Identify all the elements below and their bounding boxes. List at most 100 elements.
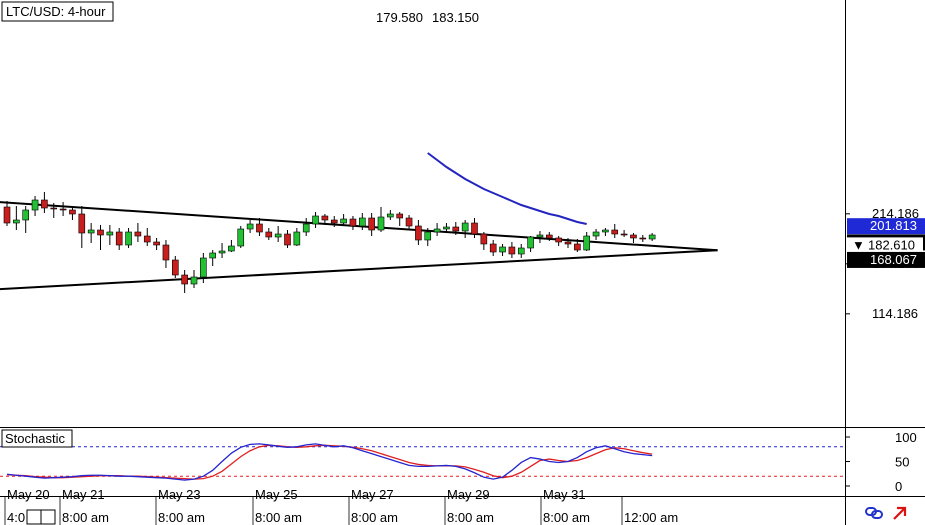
candle-body (405, 217, 413, 227)
ma-value-2: 183.150 (432, 10, 479, 25)
price-tick-label: 114.186 (872, 306, 918, 321)
candle-body (555, 237, 562, 243)
candle-body (284, 233, 291, 246)
candle-body (218, 250, 226, 254)
time-label-date: May 27 (351, 487, 394, 502)
time-label-hour: 8:00 am (447, 510, 494, 525)
candle-body (312, 215, 319, 225)
price-tag-current: 182.610 (868, 237, 915, 252)
candle-body (517, 247, 525, 255)
candle-body (162, 244, 170, 261)
candle-body (471, 222, 478, 235)
candle-body (172, 259, 179, 276)
time-axis-layer: May 20 4:0 May 21 8:00 am May 23 8:00 am May 2… (4, 487, 678, 525)
ma-value-1: 179.580 (376, 10, 423, 25)
candle-body (97, 229, 104, 236)
title-box (1, 1, 114, 22)
arrow-icon[interactable] (893, 506, 907, 520)
price-tick-label: 214.186 (872, 206, 919, 221)
time-label-date: May 21 (62, 487, 105, 502)
candle-layer (3, 192, 656, 293)
stochastic-layer (0, 443, 845, 481)
trendline-layer (0, 201, 718, 291)
candle-body (433, 228, 441, 233)
time-label-date: May 25 (255, 487, 298, 502)
candle-body (489, 243, 497, 253)
candle-body (480, 233, 488, 245)
link-icon[interactable] (865, 507, 883, 519)
axis-layer: 214.186164.186114.186201.813185.550▼182.… (845, 206, 925, 494)
price-tag-current-bg (847, 237, 923, 254)
candle-body (443, 226, 450, 230)
time-label-date: May 20 (7, 487, 50, 502)
time-label-hour: 8:00 am (255, 510, 302, 525)
time-label-hour: 4:0 (7, 510, 25, 525)
stoch-k-line (6, 443, 653, 481)
candle-body (87, 229, 95, 234)
candle-body (59, 208, 67, 211)
candle-body (228, 245, 235, 252)
time-label-hour: 8:00 am (543, 510, 590, 525)
candle-body (461, 222, 469, 232)
moving-average-layer (427, 152, 587, 225)
candle-body (340, 218, 347, 224)
candle-body (41, 199, 48, 209)
stoch-tick-label: 0 (895, 479, 902, 494)
price-tag-label: 168.067 (870, 252, 917, 267)
candle-body (564, 241, 572, 245)
candle-body (330, 219, 338, 224)
candle-body (237, 228, 245, 247)
candle-body (508, 246, 516, 255)
candle-body (396, 213, 404, 219)
candle-body (536, 234, 544, 238)
candle-body (50, 207, 58, 210)
price-tag-arrow-icon: ▼ (852, 237, 865, 252)
candle-body (415, 225, 422, 241)
candle-body (602, 229, 609, 233)
candle-body (545, 234, 553, 239)
candle-body (246, 223, 254, 230)
candle-body (31, 199, 39, 211)
stochastic-title: Stochastic (5, 431, 65, 446)
stoch-pane (0, 429, 845, 496)
candle-body (13, 219, 20, 224)
candle-body (611, 229, 619, 235)
candle-body (302, 223, 310, 233)
candle-body (143, 235, 151, 243)
candle-body (648, 234, 656, 240)
candle-body (387, 213, 394, 218)
candle-body (3, 206, 11, 224)
candle-body (527, 236, 534, 249)
candle-body (22, 209, 30, 221)
time-axis-box (40, 509, 56, 525)
price-tag-bg (847, 251, 925, 268)
time-label-date: May 23 (158, 487, 201, 502)
time-label-hour: 8:00 am (62, 510, 109, 525)
chart-title: LTC/USD: 4-hour (6, 4, 106, 19)
candle-body (69, 209, 76, 215)
candle-body (620, 233, 628, 236)
time-label-hour: 12:00 am (624, 510, 678, 525)
candle-body (358, 217, 366, 227)
candle-body (181, 274, 188, 285)
stoch-tick-label: 100 (895, 430, 917, 445)
candle-body (639, 237, 647, 240)
candle-body (190, 276, 198, 285)
price-pane (0, 0, 845, 427)
candle-body (78, 213, 86, 234)
time-label-hour: 8:00 am (351, 510, 398, 525)
candle-body (424, 231, 432, 241)
candle-body (200, 257, 207, 278)
candle-body (115, 231, 123, 246)
candle-body (630, 234, 637, 239)
price-tag-bg (847, 218, 925, 235)
candle-body (209, 252, 216, 259)
candle-body (377, 216, 385, 231)
candle-body (256, 223, 263, 233)
candle-body (134, 231, 142, 237)
trendline-upper (0, 201, 718, 252)
candle-body (574, 243, 581, 251)
candle-body (592, 231, 600, 237)
time-label-date: May 29 (447, 487, 490, 502)
